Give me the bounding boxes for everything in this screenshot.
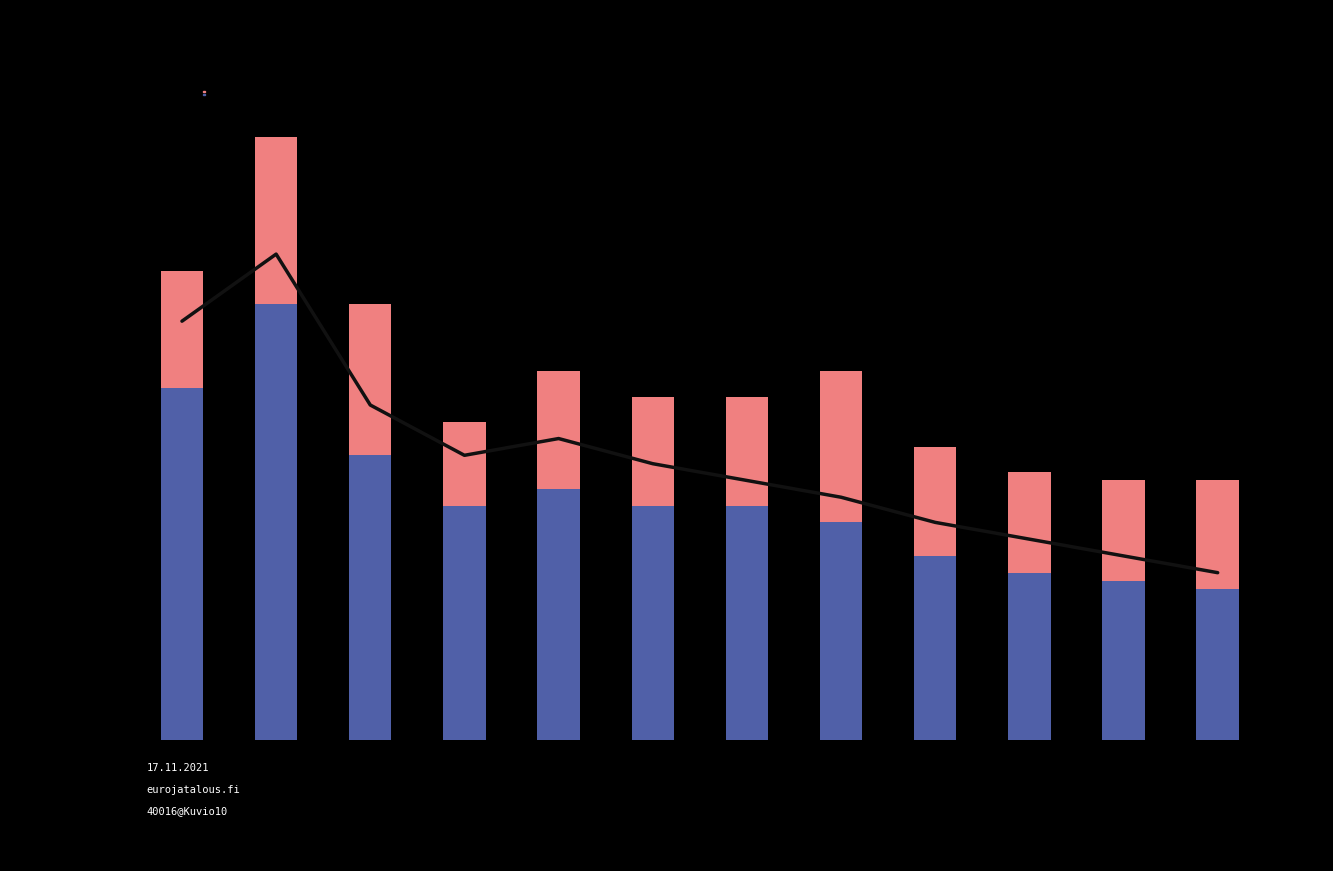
Legend: , : , [203,91,207,96]
Bar [1197,481,1238,590]
Bar [1102,481,1145,581]
Bar [1008,573,1050,740]
Bar [820,523,862,740]
Bar [632,396,674,505]
Bar [444,505,485,740]
Bar [1197,590,1238,740]
Bar [632,505,674,740]
Bar [1008,472,1050,573]
Text: 17.11.2021: 17.11.2021 [147,763,209,773]
Bar [255,137,297,304]
Bar [444,422,485,505]
Bar [820,371,862,523]
Text: eurojatalous.fi: eurojatalous.fi [147,785,240,794]
Bar [161,388,203,740]
Bar [349,304,392,456]
Bar [349,456,392,740]
Bar [914,556,956,740]
Bar [725,505,768,740]
Text: 40016@Kuvio10: 40016@Kuvio10 [147,807,228,816]
Bar [537,371,580,489]
Bar [161,271,203,388]
Bar [537,489,580,740]
Bar [255,304,297,740]
Bar [1102,581,1145,740]
Bar [914,447,956,556]
Bar [725,396,768,505]
